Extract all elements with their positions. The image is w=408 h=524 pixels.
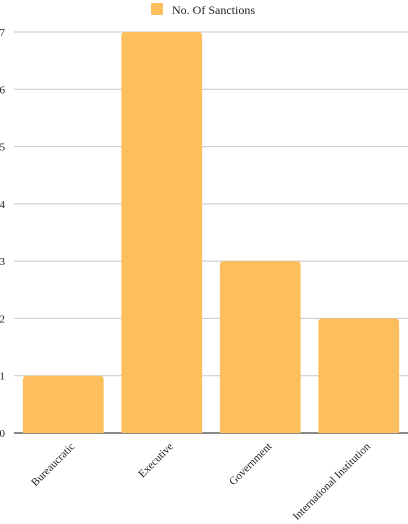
x-tick-label: Executive (136, 441, 176, 481)
y-tick-label: 5 (0, 142, 6, 154)
x-tick-label: Government (227, 441, 274, 488)
y-tick-label: 1 (0, 371, 5, 383)
bar-bureaucratic (22, 375, 104, 433)
x-tick-label: Bureaucratic (29, 441, 77, 489)
y-tick-label: 7 (0, 27, 6, 39)
y-tick-label: 6 (0, 84, 6, 96)
x-axis-labels: Bureaucratic Executive Government Internati… (29, 440, 373, 522)
bar-international-institution (318, 318, 400, 433)
bar-group (22, 32, 400, 433)
y-axis-ticks: 0 1 2 3 4 5 6 7 (0, 27, 6, 440)
y-tick-label: 2 (0, 313, 5, 325)
y-tick-label: 3 (0, 256, 6, 268)
x-tick-label: International Institution (291, 440, 373, 522)
bar-executive (121, 32, 203, 433)
chart-legend: No. Of Sanctions (151, 3, 255, 17)
bar-government (219, 261, 301, 433)
legend-label: No. Of Sanctions (172, 3, 255, 17)
legend-swatch (151, 3, 163, 15)
y-tick-label: 4 (0, 199, 6, 211)
y-tick-label: 0 (0, 428, 6, 440)
